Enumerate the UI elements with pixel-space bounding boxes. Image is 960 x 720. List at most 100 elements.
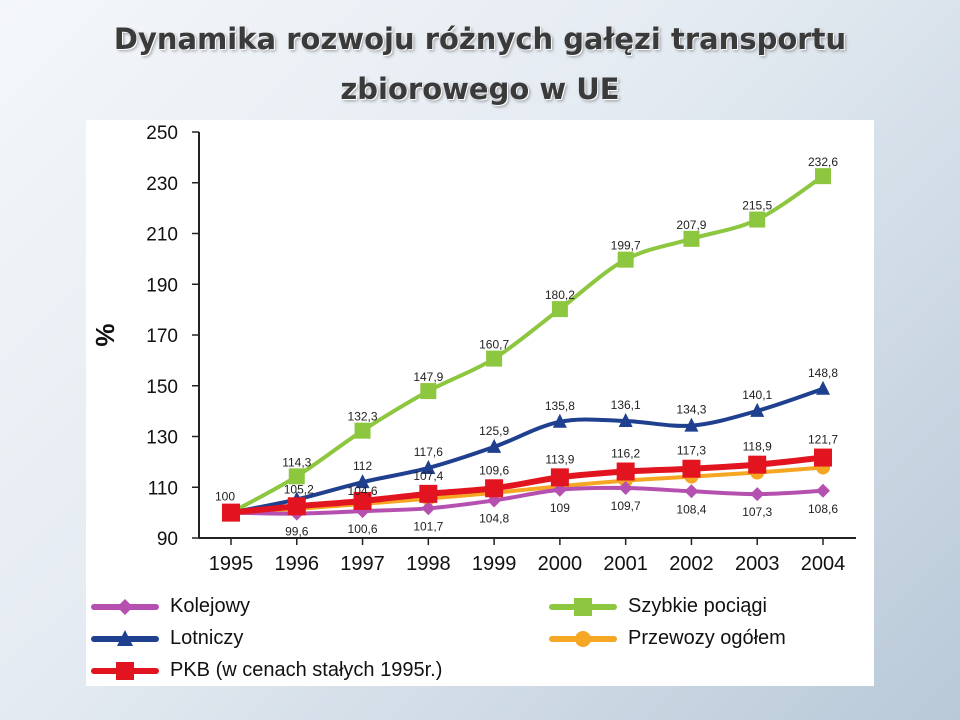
data-label: 117,3 xyxy=(677,444,706,458)
data-point xyxy=(749,211,766,228)
data-point xyxy=(816,483,830,498)
x-tick-label: 1996 xyxy=(275,553,320,575)
data-label: 207,9 xyxy=(676,218,706,232)
series-line xyxy=(229,174,825,515)
slide-title: Dynamika rozwoju różnych gałęzi transpor… xyxy=(0,14,960,114)
data-point xyxy=(419,484,438,503)
legend-swatch xyxy=(91,599,159,615)
data-point xyxy=(617,251,634,268)
data-label: 147,9 xyxy=(413,370,443,384)
data-label: 135,8 xyxy=(545,399,575,413)
legend-label: PKB (w cenach stałych 1995r.) xyxy=(170,659,443,681)
data-point xyxy=(814,448,832,467)
data-point xyxy=(748,455,767,474)
data-label: 100 xyxy=(215,490,235,504)
legend-swatch-marker xyxy=(116,662,134,680)
data-label: 118,9 xyxy=(743,440,772,454)
x-tick-label: 1995 xyxy=(209,553,254,575)
data-label: 108,6 xyxy=(808,502,838,516)
x-tick-label: 1997 xyxy=(340,553,385,575)
legend-swatch-marker xyxy=(574,598,592,616)
data-label: 117,6 xyxy=(414,445,443,459)
data-label: 121,7 xyxy=(808,433,838,447)
data-point xyxy=(550,468,569,487)
data-label: 114,3 xyxy=(282,455,311,469)
data-point xyxy=(684,417,699,432)
legend-swatch xyxy=(91,630,159,646)
data-point xyxy=(486,350,503,367)
data-point xyxy=(684,484,699,499)
legend-swatch-marker xyxy=(117,599,133,615)
data-point xyxy=(551,301,568,318)
series-2 xyxy=(222,448,832,522)
y-tick-label: 150 xyxy=(146,377,178,398)
data-label: 136,1 xyxy=(611,398,641,412)
data-label: 199,7 xyxy=(611,239,641,253)
chart-panel: 90 110 130 150 170 190 210 230 250% 1995 1996 1997 1… xyxy=(86,120,874,686)
data-point xyxy=(353,491,372,510)
data-point xyxy=(421,459,436,474)
data-label: 109,6 xyxy=(479,463,509,477)
legend-label: Przewozy ogółem xyxy=(628,627,786,649)
data-label: 112 xyxy=(353,459,372,473)
y-tick-label: 130 xyxy=(146,428,178,449)
line-chart: 90 110 130 150 170 190 210 230 250% 1995 1996 1997 1… xyxy=(90,123,856,575)
data-label: 105,2 xyxy=(284,482,314,496)
data-label: 215,5 xyxy=(742,199,772,213)
data-label: 108,4 xyxy=(676,502,706,516)
data-label: 125,9 xyxy=(479,424,509,438)
data-label: 232,6 xyxy=(808,155,838,169)
legend-label: Kolejowy xyxy=(170,595,251,617)
data-label: 104,8 xyxy=(479,511,509,525)
y-tick-label: 90 xyxy=(157,529,178,550)
data-point xyxy=(816,380,830,395)
data-label: 100,6 xyxy=(348,522,378,536)
y-tick-label: 190 xyxy=(146,275,178,296)
series-line xyxy=(229,386,825,515)
data-label: 107,4 xyxy=(413,469,443,483)
data-point xyxy=(287,497,306,516)
data-point xyxy=(815,168,831,185)
series-0 xyxy=(223,168,831,521)
data-point xyxy=(222,503,240,522)
data-point xyxy=(616,462,635,481)
data-point xyxy=(750,487,765,502)
y-axis-label: % xyxy=(90,323,120,346)
y-tick-label: 230 xyxy=(146,174,178,195)
data-point xyxy=(618,413,633,428)
data-point xyxy=(485,479,504,498)
data-point xyxy=(355,474,370,489)
legend-swatch xyxy=(549,631,617,647)
x-tick-label: 1999 xyxy=(472,553,516,575)
series-3 xyxy=(224,460,830,520)
data-label: 109,7 xyxy=(611,499,641,513)
data-label: 107,3 xyxy=(742,505,772,519)
data-point xyxy=(420,383,437,400)
x-tick-label: 1998 xyxy=(406,553,451,575)
x-tick-label: 2003 xyxy=(735,553,780,575)
data-label: 160,7 xyxy=(479,338,509,352)
x-tick-label: 2000 xyxy=(538,553,583,575)
series-line xyxy=(228,454,826,516)
data-label: 116,2 xyxy=(611,447,640,461)
y-tick-label: 250 xyxy=(146,123,178,144)
data-point xyxy=(421,501,436,516)
y-tick-label: 210 xyxy=(146,225,178,246)
data-point xyxy=(683,230,700,247)
legend-swatch xyxy=(91,662,159,680)
data-label: 140,1 xyxy=(742,388,772,402)
data-label: 99,6 xyxy=(285,525,309,539)
slide-title-line1: Dynamika rozwoju różnych gałęzi transpor… xyxy=(113,22,847,56)
data-point xyxy=(487,438,502,453)
data-point xyxy=(354,422,371,439)
slide-title-line2: zbiorowego w UE xyxy=(340,72,620,106)
x-tick-label: 2004 xyxy=(801,553,846,575)
data-point xyxy=(682,459,701,478)
x-tick-label: 2002 xyxy=(669,553,714,575)
legend-label: Szybkie pociągi xyxy=(628,595,767,617)
data-point xyxy=(552,413,567,428)
data-label: 101,7 xyxy=(413,519,443,533)
data-label: 180,2 xyxy=(545,288,575,302)
data-point xyxy=(288,468,305,485)
data-point xyxy=(618,481,633,496)
